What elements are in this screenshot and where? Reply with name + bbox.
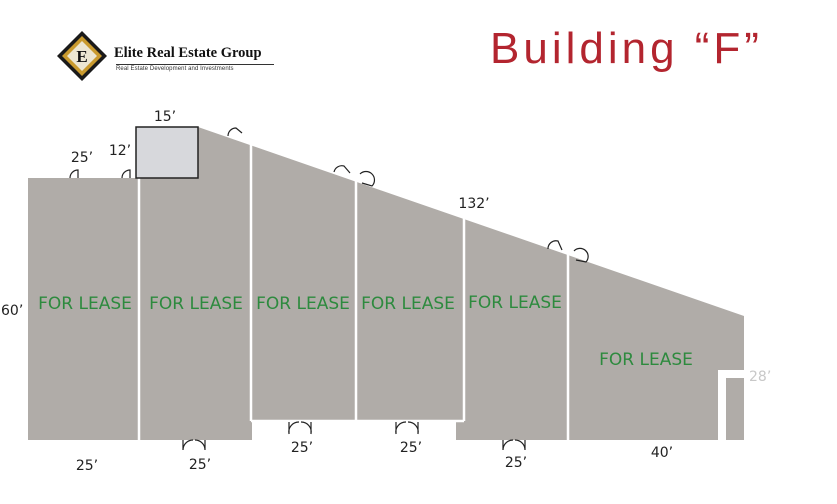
dim-bottom-3: 25’ xyxy=(291,440,313,456)
diamond-logo-icon: E xyxy=(57,31,107,81)
unit-4-label: FOR LEASE xyxy=(361,294,455,314)
dim-top-box-width: 15’ xyxy=(154,109,176,125)
company-tagline: Real Estate Development and Investments xyxy=(116,66,234,72)
loading-dock-marker xyxy=(718,370,744,440)
unit-1-label: FOR LEASE xyxy=(38,294,132,314)
logo-divider xyxy=(116,64,274,65)
bay-door-icons xyxy=(182,421,526,451)
door-icons xyxy=(69,127,589,263)
dim-bottom-6: 40’ xyxy=(651,445,673,461)
unit-6-label: FOR LEASE xyxy=(599,350,693,370)
unit-5-label: FOR LEASE xyxy=(468,293,562,313)
unit-2-label: FOR LEASE xyxy=(149,294,243,314)
dim-top-box-height: 12’ xyxy=(109,143,131,159)
company-logo: E Elite Real Estate Group Real Estate De… xyxy=(56,30,296,90)
unit-3-label: FOR LEASE xyxy=(256,294,350,314)
office-box xyxy=(135,126,199,179)
company-name: Elite Real Estate Group xyxy=(114,45,262,61)
dim-bottom-4: 25’ xyxy=(400,440,422,456)
dim-bottom-1: 25’ xyxy=(76,458,98,474)
dim-bottom-2: 25’ xyxy=(189,457,211,473)
dim-bottom-5: 25’ xyxy=(505,455,527,471)
dim-left-depth: 60’ xyxy=(1,303,23,319)
dim-right-depth: 28’ xyxy=(749,369,771,385)
dim-top-left-width: 25’ xyxy=(71,150,93,166)
building-footprint xyxy=(28,127,744,440)
unit-dividers xyxy=(137,145,570,440)
dim-slope-length: 132’ xyxy=(458,196,489,212)
svg-text:E: E xyxy=(76,47,87,66)
building-title: Building “F” xyxy=(490,24,763,73)
